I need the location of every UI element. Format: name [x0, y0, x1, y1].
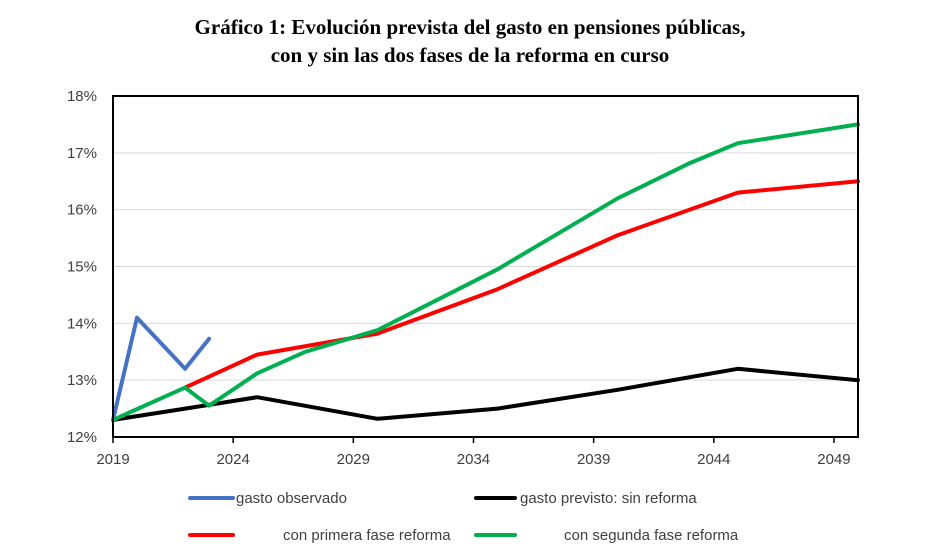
x-tick-label: 2039	[577, 451, 610, 468]
y-axis-ticks: 12% 13% 14% 15% 16% 17% 18%	[67, 88, 97, 446]
y-tick-label: 12%	[67, 429, 97, 446]
legend-label-gasto-observado: gasto observado	[236, 490, 347, 507]
y-tick-label: 16%	[67, 202, 97, 219]
chart-title: Gráfico 1: Evolución prevista del gasto …	[194, 15, 746, 39]
x-tick-label: 2049	[817, 451, 850, 468]
series-line-gasto-previsto-sin-reforma	[111, 366, 860, 422]
series-lines	[111, 122, 860, 422]
legend-label-con-primera-fase-reforma: con primera fase reforma	[283, 527, 451, 544]
series-line-gasto-observado	[111, 315, 212, 422]
y-tick-label: 17%	[67, 145, 97, 162]
chart-subtitle: con y sin las dos fases de la reforma en…	[270, 43, 670, 67]
y-tick-label: 14%	[67, 315, 97, 332]
y-tick-label: 15%	[67, 259, 97, 276]
x-tick-label: 2019	[96, 451, 129, 468]
legend-label-gasto-previsto-sin-reforma: gasto previsto: sin reforma	[520, 490, 697, 507]
legend-label-con-segunda-fase-reforma: con segunda fase reforma	[564, 527, 739, 544]
gridlines	[113, 95, 858, 438]
x-tick-label: 2034	[457, 451, 490, 468]
x-tick-label: 2044	[697, 451, 730, 468]
x-tick-label: 2024	[216, 451, 249, 468]
legend: gasto observado gasto previsto: sin refor…	[188, 490, 739, 544]
y-tick-label: 13%	[67, 372, 97, 389]
x-axis-ticks: 2019 2024 2029 2034 2039 2044 2049	[96, 437, 851, 468]
plot-area-border	[112, 95, 859, 438]
y-tick-label: 18%	[67, 88, 97, 105]
series-line-con-primera-fase-reforma	[183, 179, 860, 390]
series-line-con-segunda-fase-reforma	[111, 122, 860, 422]
x-tick-label: 2029	[337, 451, 370, 468]
